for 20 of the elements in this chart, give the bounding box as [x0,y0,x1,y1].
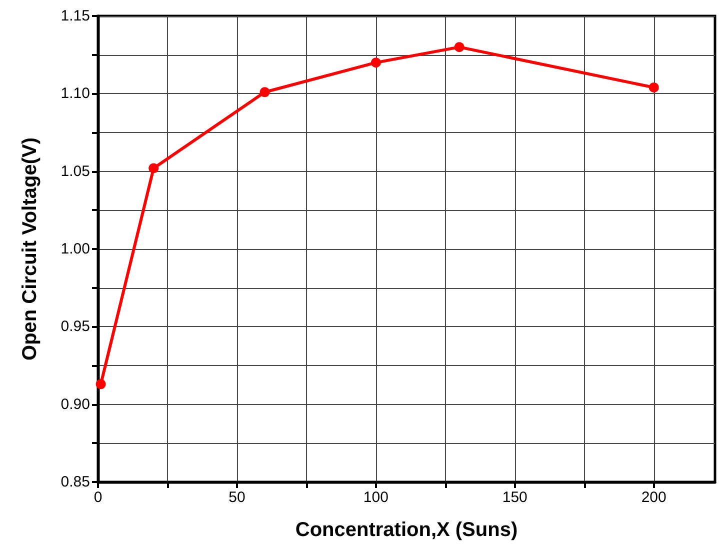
x-tick-label: 100 [363,489,388,506]
point [260,87,270,98]
point [454,42,464,52]
point [648,82,659,92]
y-tick-label: 0.90 [60,396,90,413]
x-tick-label: 0 [94,489,102,506]
y-tick-label: 1.10 [60,85,90,102]
y-tick-label: 1.05 [60,162,90,180]
x-tick-label: 200 [641,489,666,506]
point [96,379,106,390]
y-tick-label: 1.15 [60,8,90,24]
x-axis-title: Concentration,X (Suns) [295,519,518,541]
x-tick-label: 50 [228,489,246,506]
x-tick-label: 150 [502,489,528,506]
y-tick-label: 1.00 [60,240,90,258]
y-axis-title: Open Circuit Voltage(V) [19,138,41,360]
y-tick-label: 0.85 [60,474,90,490]
point [370,58,381,68]
y-tick-label: 0.95 [60,318,90,336]
point [148,163,159,174]
